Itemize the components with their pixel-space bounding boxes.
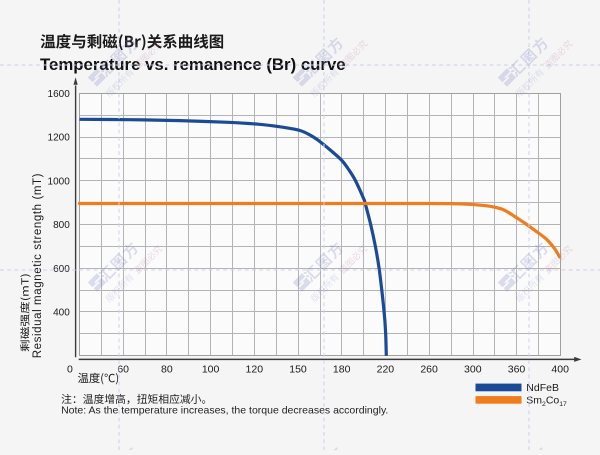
svg-text:180: 180 (333, 363, 351, 375)
svg-text:300: 300 (464, 363, 482, 375)
svg-text:360: 360 (508, 363, 526, 375)
svg-text:Note: As the temperature incre: Note: As the temperature increases, the … (61, 404, 388, 416)
svg-text:Sm2Co17: Sm2Co17 (526, 395, 567, 409)
svg-text:NdFeB: NdFeB (526, 382, 559, 394)
svg-text:Temperature vs. remanence (Br): Temperature vs. remanence (Br) curve (40, 55, 346, 74)
svg-text:100: 100 (202, 363, 220, 375)
svg-text:600: 600 (53, 264, 70, 275)
svg-text:150: 150 (289, 363, 307, 375)
svg-text:1600: 1600 (48, 89, 71, 100)
svg-text:400: 400 (53, 308, 70, 319)
svg-text:1200: 1200 (48, 133, 71, 144)
svg-text:80: 80 (161, 363, 173, 375)
svg-text:1000: 1000 (48, 177, 71, 188)
svg-text:0: 0 (67, 363, 73, 375)
svg-text:800: 800 (53, 220, 70, 231)
svg-text:60: 60 (117, 363, 129, 375)
svg-text:220: 220 (377, 363, 395, 375)
svg-text:400: 400 (551, 363, 569, 375)
svg-text:120: 120 (246, 363, 264, 375)
svg-text:260: 260 (420, 363, 438, 375)
svg-text:Residual magnetic strength (mT: Residual magnetic strength (mT) (32, 173, 44, 358)
